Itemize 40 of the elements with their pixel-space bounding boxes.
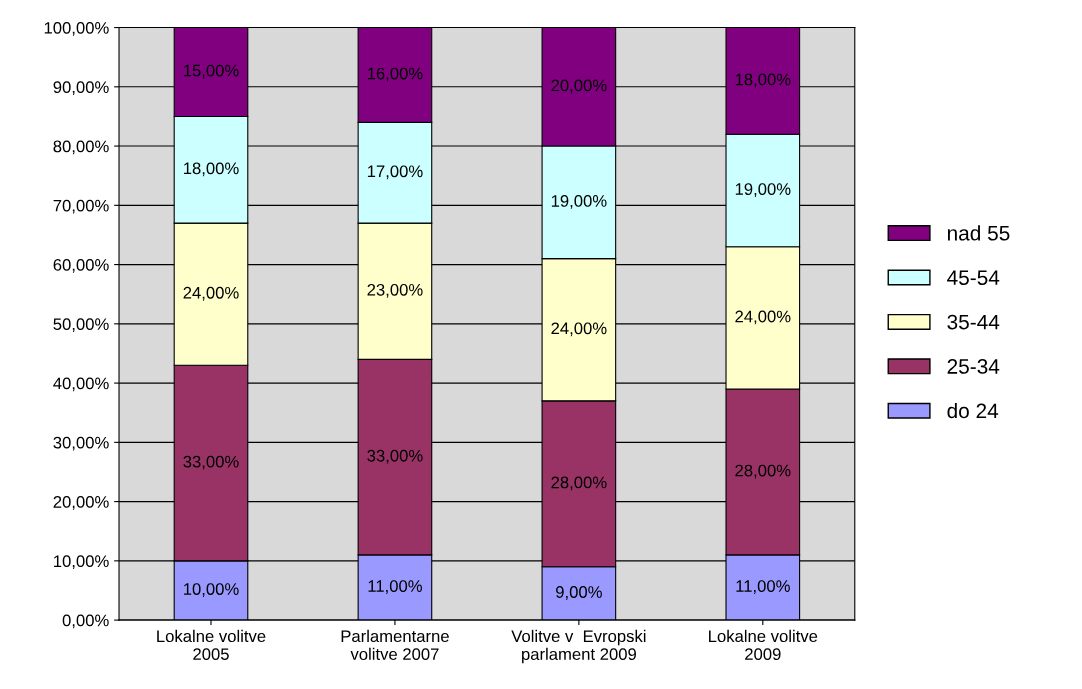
legend-label: 45-54 (947, 270, 1000, 285)
data-label: 11,00% (736, 580, 790, 594)
x-tick-label: Parlamentarne volitve 2007 (341, 629, 449, 661)
data-label: 15,00% (184, 64, 239, 79)
data-label: 19,00% (735, 183, 791, 197)
y-tick-label: 30,00% (53, 436, 109, 451)
y-tick-label: 80,00% (53, 140, 109, 155)
data-label: 11,00% (368, 580, 422, 594)
legend-label: do 24 (947, 402, 999, 419)
data-label: 24,00% (735, 310, 791, 325)
x-tick-label: Lokalne volitve 2009 (709, 629, 818, 661)
data-label: 28,00% (735, 464, 791, 479)
data-label: 18,00% (184, 162, 239, 177)
data-label: 17,00% (367, 165, 423, 180)
data-label: 24,00% (183, 286, 239, 301)
y-tick-label: 20,00% (53, 495, 109, 510)
x-tick-label: Lokalne volitve 2005 (157, 629, 266, 661)
legend-label: nad 55 (947, 225, 1010, 241)
y-tick-label: 40,00% (53, 377, 109, 392)
data-label: 33,00% (183, 455, 239, 470)
data-label: 19,00% (551, 195, 607, 209)
y-tick-label: 0,00% (62, 614, 109, 629)
data-label: 28,00% (551, 476, 607, 491)
data-label: 16,00% (367, 67, 423, 82)
data-label: 20,00% (551, 79, 607, 94)
data-label: 9,00% (556, 586, 602, 600)
y-tick-label: 90,00% (53, 81, 109, 95)
legend-label: 25-34 (947, 359, 1000, 374)
data-label: 18,00% (735, 73, 791, 88)
y-tick-label: 60,00% (53, 258, 109, 273)
y-tick-label: 10,00% (54, 555, 109, 570)
y-tick-label: 100,00% (44, 21, 109, 36)
y-tick-label: 50,00% (53, 318, 109, 332)
legend-label: 35-44 (947, 314, 1000, 330)
data-label: 24,00% (551, 322, 607, 337)
data-label: 23,00% (367, 283, 423, 298)
y-tick-label: 70,00% (53, 199, 109, 214)
x-tick-label: Volitve v Evropski parlament 2009 (511, 629, 646, 664)
data-label: 33,00% (367, 449, 423, 464)
data-label: 10,00% (184, 583, 239, 597)
